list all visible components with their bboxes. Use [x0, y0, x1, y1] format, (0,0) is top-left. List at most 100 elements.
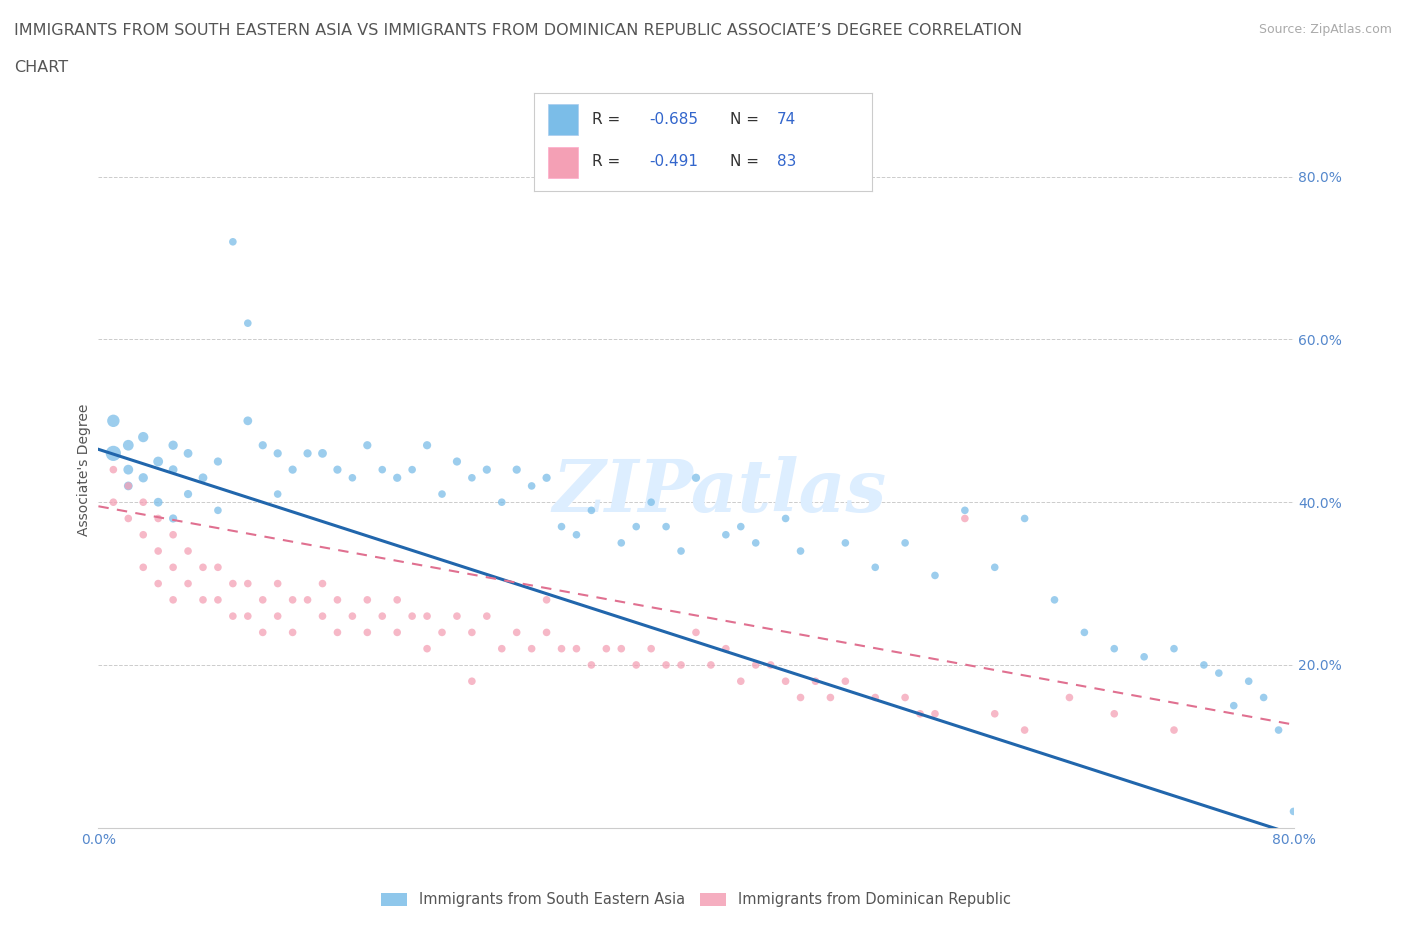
Bar: [548, 147, 578, 178]
Point: [581, 658, 603, 672]
Point: [416, 608, 439, 623]
Point: [1208, 666, 1230, 681]
Point: [894, 690, 917, 705]
Text: R =: R =: [592, 153, 624, 169]
Point: [461, 471, 484, 485]
Point: [222, 234, 245, 249]
Point: [162, 560, 184, 575]
Point: [326, 625, 349, 640]
Point: [834, 673, 856, 688]
Point: [520, 642, 543, 657]
Point: [103, 495, 125, 510]
Point: [132, 471, 155, 485]
Point: [730, 673, 752, 688]
Point: [640, 642, 662, 657]
Point: [297, 592, 319, 607]
Text: ZIPatlas: ZIPatlas: [553, 456, 887, 526]
Text: N =: N =: [730, 153, 763, 169]
Point: [520, 478, 543, 493]
Point: [1223, 698, 1246, 713]
Point: [789, 543, 811, 558]
Point: [297, 445, 319, 460]
Point: [565, 642, 588, 657]
Point: [267, 445, 290, 460]
Point: [148, 512, 170, 526]
Point: [207, 592, 229, 607]
Text: N =: N =: [730, 112, 763, 126]
Point: [103, 413, 125, 428]
Point: [1014, 723, 1036, 737]
Point: [356, 438, 378, 453]
Point: [132, 560, 155, 575]
Point: [714, 642, 737, 657]
Point: [1014, 512, 1036, 526]
Point: [356, 592, 378, 607]
Point: [1163, 642, 1185, 657]
Point: [148, 576, 170, 591]
Point: [669, 658, 692, 672]
Point: [983, 560, 1005, 575]
Point: [117, 478, 139, 493]
Point: [117, 462, 139, 477]
Point: [924, 707, 946, 722]
Point: [132, 495, 155, 510]
Point: [103, 462, 125, 477]
Point: [775, 673, 797, 688]
Point: [446, 454, 468, 469]
Point: [446, 608, 468, 623]
Point: [789, 690, 811, 705]
Point: [371, 608, 394, 623]
Point: [624, 658, 647, 672]
Point: [685, 471, 707, 485]
Text: -0.491: -0.491: [650, 153, 697, 169]
Point: [281, 462, 304, 477]
Legend: Immigrants from South Eastern Asia, Immigrants from Dominican Republic: Immigrants from South Eastern Asia, Immi…: [374, 885, 1018, 915]
Point: [311, 608, 333, 623]
Point: [132, 527, 155, 542]
Point: [775, 512, 797, 526]
Point: [804, 673, 827, 688]
Point: [252, 592, 274, 607]
Point: [430, 486, 453, 501]
Point: [207, 454, 229, 469]
Point: [983, 707, 1005, 722]
Point: [1267, 723, 1289, 737]
Point: [148, 495, 170, 510]
Point: [267, 608, 290, 623]
Point: [550, 642, 572, 657]
Point: [132, 430, 155, 445]
Point: [236, 413, 259, 428]
Point: [953, 512, 976, 526]
Point: [191, 471, 214, 485]
Point: [430, 625, 453, 640]
Point: [342, 471, 364, 485]
Point: [236, 576, 259, 591]
Point: [461, 673, 484, 688]
Point: [491, 495, 513, 510]
Y-axis label: Associate's Degree: Associate's Degree: [77, 404, 91, 536]
Point: [162, 512, 184, 526]
Point: [865, 560, 887, 575]
Point: [177, 486, 200, 501]
Point: [924, 568, 946, 583]
Point: [536, 625, 558, 640]
Point: [581, 503, 603, 518]
Text: 74: 74: [778, 112, 796, 126]
Point: [177, 543, 200, 558]
Point: [640, 495, 662, 510]
Point: [700, 658, 723, 672]
Point: [385, 625, 409, 640]
Point: [1253, 690, 1275, 705]
Point: [342, 608, 364, 623]
Point: [506, 625, 529, 640]
Point: [162, 462, 184, 477]
Point: [281, 592, 304, 607]
Point: [401, 608, 423, 623]
Point: [610, 642, 633, 657]
Point: [624, 519, 647, 534]
Point: [177, 445, 200, 460]
Point: [1104, 642, 1126, 657]
Point: [669, 543, 692, 558]
Point: [162, 592, 184, 607]
Point: [536, 471, 558, 485]
